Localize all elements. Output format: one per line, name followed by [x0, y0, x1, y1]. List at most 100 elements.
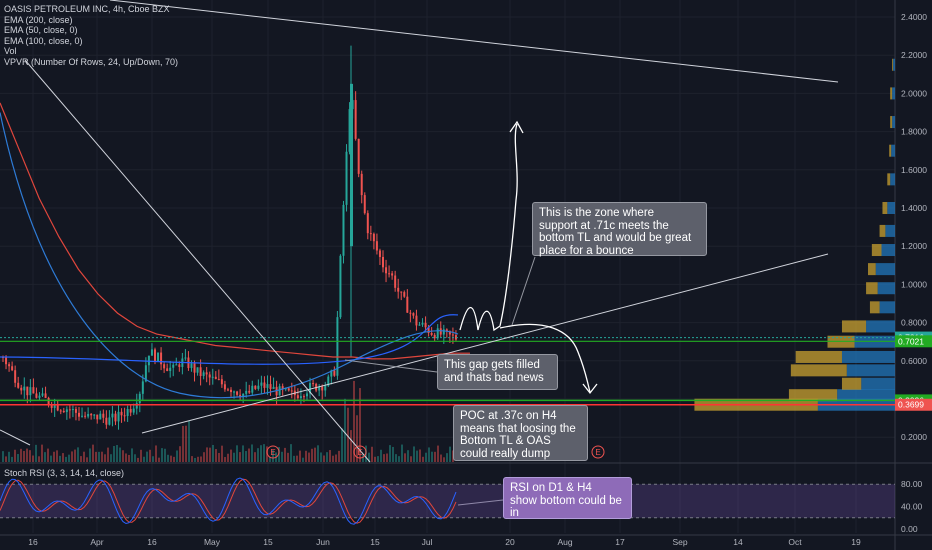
candle-body: [436, 328, 439, 339]
candle-body: [56, 403, 59, 411]
volume-bar: [443, 457, 445, 462]
candle-body: [208, 374, 211, 378]
annotation-pointer: [511, 256, 536, 326]
volume-bar: [167, 454, 169, 462]
annotation-gap[interactable]: This gap gets filled and thats bad news: [437, 354, 558, 390]
candle-body: [372, 233, 375, 242]
volume-bar: [11, 456, 13, 462]
volume-bar: [269, 456, 271, 462]
candle-body: [29, 387, 32, 396]
volume-bar: [386, 453, 388, 462]
arrow-down-head: [582, 383, 598, 395]
vpvr-bar-down: [889, 144, 892, 157]
candle-body: [445, 329, 448, 331]
candle-body: [333, 370, 336, 376]
candle-body: [327, 376, 330, 386]
volume-bar: [413, 446, 415, 462]
volume-bar: [110, 454, 112, 462]
volume-bar: [371, 446, 373, 462]
candle-body: [245, 390, 248, 394]
candle-body: [81, 415, 84, 417]
volume-bar: [230, 449, 232, 462]
volume-bar: [143, 456, 145, 462]
volume-bar: [158, 457, 160, 462]
candle-body: [287, 388, 290, 391]
candle-body: [20, 387, 23, 391]
volume-bar: [251, 444, 253, 462]
volume-bar: [122, 450, 124, 462]
candle-body: [11, 366, 14, 371]
volume-bar: [146, 451, 148, 462]
volume-bar: [437, 445, 439, 462]
candle-body: [236, 391, 239, 395]
volume-bar: [53, 451, 55, 462]
annotation-rsi[interactable]: RSI on D1 & H4 show bottom could be in: [503, 477, 632, 519]
candle-body: [62, 410, 65, 413]
volume-bar: [272, 450, 274, 462]
candle-body: [172, 364, 175, 368]
earnings-marker-label: E: [595, 448, 600, 457]
volume-bar: [119, 447, 121, 462]
legend-vpvr: VPVR (Number Of Rows, 24, Up/Down, 70): [4, 56, 179, 67]
candle-body: [108, 417, 111, 425]
time-tick-label: Sep: [672, 537, 687, 547]
volume-bar: [185, 425, 187, 462]
volume-bar: [161, 448, 163, 462]
candle-body: [169, 367, 172, 371]
volume-bar: [212, 444, 214, 462]
price-tick-label: 1.8000: [901, 127, 927, 137]
price-tick-label: 2.4000: [901, 12, 927, 22]
volume-bar: [2, 451, 4, 462]
volume-bar: [203, 452, 205, 462]
candle-body: [251, 385, 254, 393]
time-tick-label: 16: [28, 537, 38, 547]
candle-body: [193, 363, 196, 373]
candle-body: [415, 315, 418, 326]
volume-bar: [107, 447, 109, 462]
earnings-marker-label: E: [270, 448, 275, 457]
candle-body: [154, 349, 156, 362]
volume-bar: [362, 454, 364, 462]
time-tick-label: Aug: [557, 537, 572, 547]
candle-body: [385, 267, 388, 274]
arrow-up-head: [509, 120, 524, 134]
candle-body: [412, 313, 415, 316]
candle-body: [382, 256, 384, 268]
ema50-line: [0, 314, 459, 365]
volume-bar: [359, 388, 361, 462]
volume-bar: [59, 455, 61, 462]
volume-bar: [62, 453, 64, 462]
candle-body: [8, 364, 11, 367]
candle-body: [190, 363, 193, 369]
legend-ema50: EMA (50, close, 0): [4, 25, 78, 36]
annotation-poc[interactable]: POC at .37c on H4 means that loosing the…: [453, 405, 588, 461]
vpvr-bar-down: [871, 244, 882, 257]
volume-bar: [83, 451, 85, 462]
candle-body: [111, 413, 114, 418]
vpvr-bar-up: [877, 282, 895, 295]
annotation-pointer: [457, 499, 504, 506]
trendline-left: [0, 429, 31, 446]
candle-body: [175, 364, 178, 366]
volume-bar: [215, 449, 217, 462]
volume-bar: [347, 407, 349, 462]
volume-bar: [209, 447, 211, 462]
volume-bar: [77, 447, 79, 462]
annotation-gap-text: This gap gets filled and thats bad news: [444, 359, 544, 384]
candle-body: [263, 382, 266, 388]
volume-bar: [398, 456, 400, 462]
vpvr-bar-up: [841, 350, 895, 363]
candle-body: [442, 329, 445, 335]
volume-bar: [356, 415, 358, 462]
vpvr-bar-down: [841, 377, 862, 390]
annotation-zone[interactable]: This is the zone where support at .71c m…: [532, 202, 707, 257]
candle-body: [348, 109, 351, 152]
time-tick-label: 17: [615, 537, 625, 547]
candle-body: [433, 334, 436, 339]
vpvr-bar-down: [788, 389, 838, 402]
candle-body: [102, 413, 105, 418]
candle-body: [427, 327, 430, 333]
rsi-d-line: [0, 478, 457, 524]
rsi-tick-label: 0.00: [901, 524, 918, 534]
